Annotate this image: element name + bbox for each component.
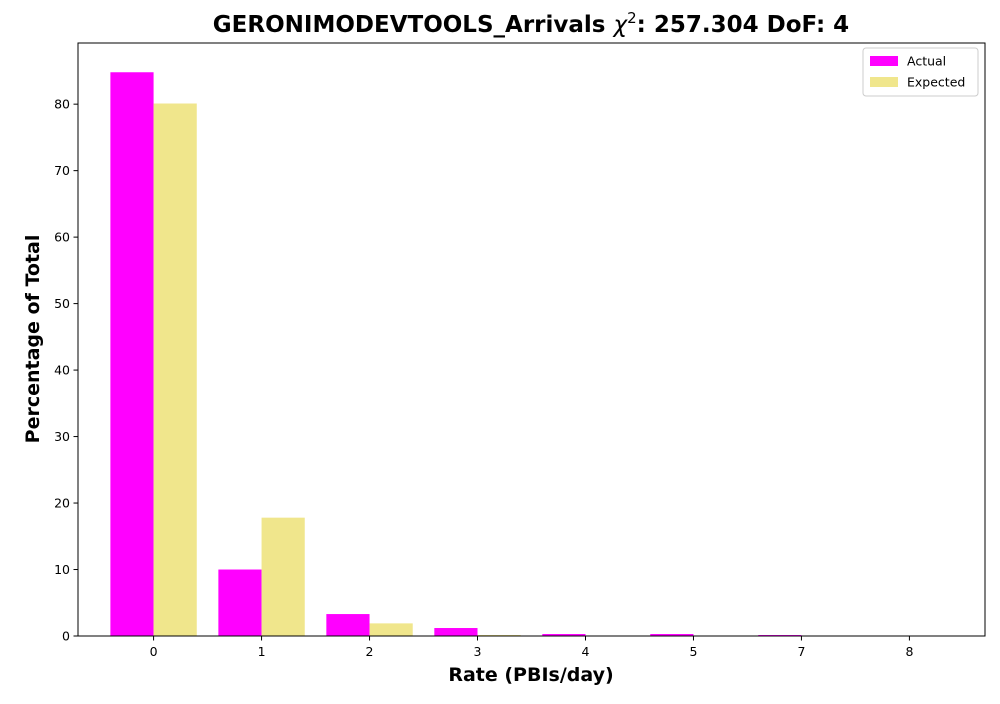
chart-title-prefix: GERONIMODEVTOOLS_Arrivals [213,12,614,38]
y-tick-label: 10 [54,562,70,577]
y-tick-label: 50 [54,296,70,311]
x-tick-label: 4 [582,644,590,659]
bar-expected-2 [370,623,413,636]
x-tick-label: 0 [150,644,158,659]
legend-swatch-actual [870,56,898,66]
y-tick-label: 30 [54,429,70,444]
legend: Actual Expected [863,48,978,96]
chart-title-suffix: : 257.304 DoF: 4 [637,12,850,38]
plot-frame [78,43,985,636]
y-tick-label: 80 [54,97,70,112]
y-tick-label: 0 [62,629,70,644]
bar-actual-0 [110,72,153,636]
chart-title-chi: χ [611,12,628,38]
x-tick-label: 8 [905,644,913,659]
legend-label-expected: Expected [907,75,965,90]
bar-expected-0 [154,104,197,637]
chart-title-superscript: 2 [627,9,637,27]
legend-label-actual: Actual [907,54,946,69]
bar-expected-1 [262,518,305,636]
x-tick-label: 3 [474,644,482,659]
bars-layer [110,72,801,636]
legend-swatch-expected [870,77,898,87]
x-axis-label: Rate (PBIs/day) [448,664,613,686]
chart-title: GERONIMODEVTOOLS_Arrivals χ2: 257.304 Do… [213,9,849,38]
y-axis-label: Percentage of Total [22,235,44,444]
y-tick-label: 40 [54,363,70,378]
x-tick-label: 7 [797,644,805,659]
x-tick-label: 1 [258,644,266,659]
bar-actual-1 [218,570,261,636]
y-tick-label: 20 [54,496,70,511]
bar-actual-2 [326,614,369,636]
y-tick-label: 60 [54,230,70,245]
bar-actual-3 [434,628,477,636]
x-tick-label: 2 [366,644,374,659]
y-tick-label: 70 [54,163,70,178]
x-tick-label: 5 [689,644,697,659]
